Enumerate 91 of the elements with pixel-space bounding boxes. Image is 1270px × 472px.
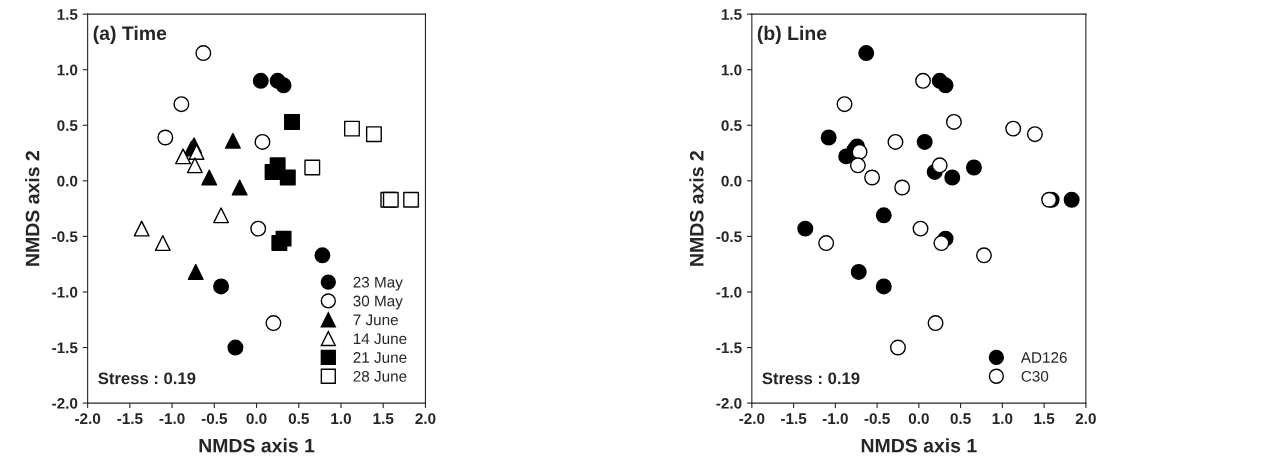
- y-tick-label: -0.5: [716, 231, 742, 243]
- y-tick-label: -1.5: [716, 342, 742, 354]
- text: (b) Line: [757, 25, 827, 44]
- x-tick-label: 1.0: [331, 413, 351, 425]
- legend-label: C30: [1021, 370, 1049, 382]
- x-tick-label: 0.0: [908, 413, 929, 425]
- point: [931, 157, 948, 174]
- point: [213, 207, 230, 224]
- y-tick-label: 1.5: [57, 9, 78, 20]
- point: [279, 169, 296, 186]
- x-tick-label: 0.0: [246, 413, 267, 425]
- legend-label: 28 June: [353, 370, 407, 382]
- y-tick-label: -2.0: [52, 397, 78, 409]
- point: [284, 113, 300, 130]
- x-tick-label: 0.5: [950, 413, 971, 425]
- point: [254, 133, 271, 150]
- point: [933, 235, 950, 252]
- point: [365, 126, 382, 143]
- y-axis-title: NMDS axis 2: [689, 151, 704, 266]
- point: [944, 169, 961, 186]
- x-tick-label: 1.5: [1034, 413, 1055, 425]
- y-tick-label: -1.5: [52, 342, 78, 354]
- y-tick-label: 1.0: [57, 64, 78, 76]
- x-tick-label: -0.5: [201, 413, 228, 425]
- y-tick-label: 0.5: [57, 120, 78, 131]
- x-tick-label: 1.5: [373, 413, 394, 425]
- point: [227, 339, 244, 356]
- point: [250, 220, 267, 237]
- point: [894, 179, 911, 196]
- point: [224, 132, 241, 149]
- y-tick-label: -0.5: [52, 231, 78, 243]
- y-tick-label: 0.5: [721, 120, 742, 131]
- annotation: Stress : 0.19: [762, 372, 860, 385]
- legend-label: 21 June: [353, 352, 407, 363]
- x-tick-label: -0.5: [864, 413, 890, 425]
- y-tick-label: 1.5: [721, 9, 742, 20]
- point: [343, 120, 360, 137]
- y-tick-label: 1.0: [721, 64, 742, 76]
- point: [1063, 191, 1080, 208]
- point: [275, 77, 292, 94]
- point: [927, 315, 944, 332]
- legend-label: 7 June: [353, 314, 398, 326]
- legend-label: 14 June: [353, 333, 407, 345]
- point: [850, 263, 867, 280]
- point: [820, 129, 837, 146]
- x-axis-title: NMDS axis 1: [199, 438, 315, 453]
- point: [851, 143, 868, 160]
- x-tick-label: -1.0: [822, 413, 848, 425]
- point: [175, 148, 192, 165]
- y-axis-title: NMDS axis 2: [25, 151, 40, 266]
- x-tick-label: -1.0: [159, 413, 185, 425]
- point: [213, 278, 230, 295]
- point: [965, 159, 982, 176]
- point: [887, 133, 904, 150]
- x-tick-label: -1.5: [117, 413, 143, 425]
- legend-label: AD126: [1020, 352, 1067, 363]
- point: [875, 278, 892, 295]
- x-tick-label: 2.0: [1075, 413, 1096, 425]
- point: [937, 77, 954, 94]
- point: [875, 207, 892, 224]
- y-tick-label: -2.0: [716, 397, 742, 409]
- point: [304, 159, 321, 176]
- point: [889, 339, 906, 356]
- x-tick-label: 0.5: [288, 413, 309, 425]
- text: (a) Time: [93, 25, 167, 44]
- point: [797, 220, 814, 237]
- point: [858, 45, 875, 62]
- point: [916, 133, 933, 150]
- point: [864, 169, 881, 186]
- legend-label: 30 May: [353, 295, 403, 310]
- point: [314, 247, 331, 264]
- y-tick-label: -1.0: [52, 286, 78, 298]
- x-axis-title: NMDS axis 1: [861, 438, 977, 453]
- x-tick-label: -2.0: [75, 413, 101, 425]
- point: [838, 148, 855, 165]
- point: [201, 169, 218, 186]
- legend-label: 23 May: [353, 276, 403, 291]
- point: [403, 191, 420, 208]
- y-tick-label: 0.0: [721, 175, 742, 187]
- point: [187, 263, 204, 280]
- point: [275, 230, 292, 247]
- annotation: Stress : 0.19: [98, 372, 196, 385]
- x-tick-label: 1.0: [992, 413, 1013, 425]
- x-tick-label: 2.0: [415, 413, 436, 425]
- y-tick-label: -1.0: [716, 286, 742, 298]
- point: [157, 129, 174, 146]
- x-tick-label: -1.5: [781, 413, 807, 425]
- point: [252, 72, 269, 89]
- point: [231, 179, 248, 196]
- x-tick-label: -2.0: [739, 413, 765, 425]
- y-tick-label: 0.0: [57, 175, 78, 187]
